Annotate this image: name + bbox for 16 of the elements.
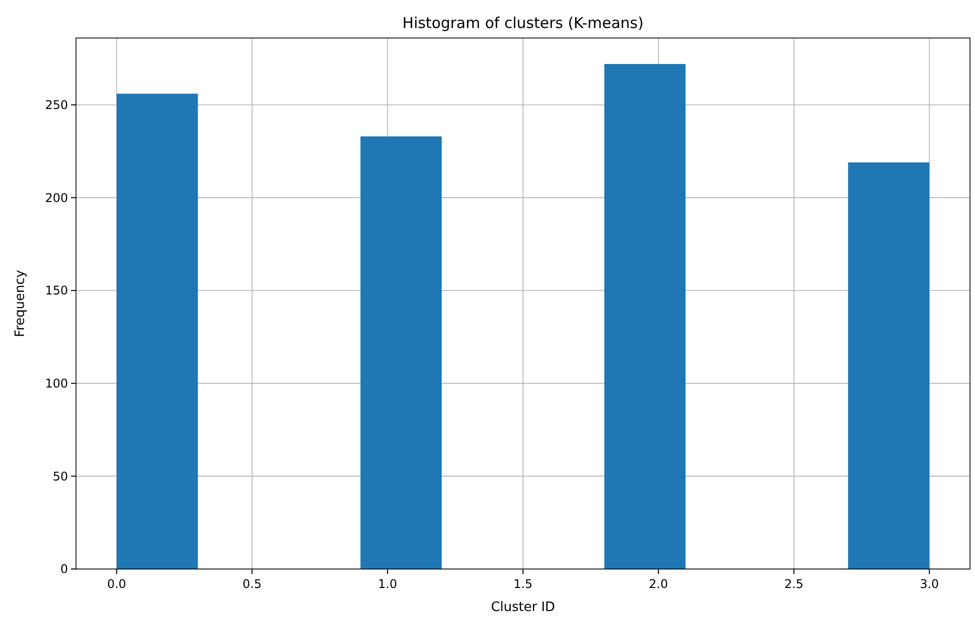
x-tick-label: 2.5 bbox=[784, 577, 804, 591]
y-axis-title: Frequency bbox=[13, 270, 28, 338]
y-tick-label: 0 bbox=[60, 562, 68, 576]
x-tick-label: 0.0 bbox=[107, 577, 126, 591]
chart-title: Histogram of clusters (K-means) bbox=[402, 14, 644, 32]
y-tick-label: 250 bbox=[45, 98, 68, 112]
x-tick-label: 1.5 bbox=[513, 577, 533, 591]
y-tick-label: 100 bbox=[45, 376, 68, 391]
x-tick-label: 3.0 bbox=[920, 577, 939, 591]
x-axis-title: Cluster ID bbox=[490, 600, 556, 615]
y-tick-label: 200 bbox=[45, 190, 68, 205]
x-tick-label: 1.0 bbox=[378, 577, 398, 591]
y-tick-label: 150 bbox=[45, 284, 68, 298]
x-tick-label: 0.5 bbox=[242, 577, 262, 591]
y-tick-label: 50 bbox=[52, 469, 68, 484]
x-tick-label: 2.0 bbox=[648, 577, 668, 591]
